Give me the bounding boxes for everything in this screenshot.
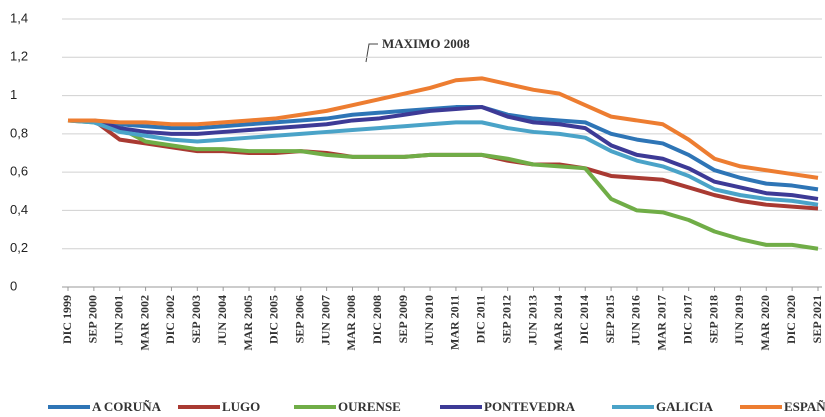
- y-tick-label: 0,6: [10, 164, 28, 179]
- series-line: [67, 118, 819, 207]
- x-tick-label: JUN 2004: [215, 295, 229, 345]
- series-line: [67, 118, 819, 251]
- x-tick-label: JUN 2001: [111, 295, 125, 345]
- x-tick-label: DIC 2017: [680, 295, 694, 344]
- x-tick-label: MAR 2005: [241, 295, 255, 351]
- x-tick-label: DIC 2011: [474, 295, 488, 343]
- annotation-bracket: [365, 43, 378, 63]
- x-tick-label: MAR 2020: [758, 295, 772, 351]
- legend-label: A CORUÑA: [92, 399, 162, 414]
- x-tick-label: JUN 2019: [732, 295, 746, 345]
- y-tick-label: 0: [10, 278, 17, 293]
- y-tick-label: 1: [10, 87, 17, 102]
- x-tick-label: SEP 2003: [189, 295, 203, 343]
- x-tick-label: SEP 2012: [499, 295, 513, 343]
- x-tick-label: DIC 2005: [267, 295, 281, 344]
- y-tick-label: 0,8: [10, 125, 28, 140]
- annotation: MAXIMO 2008: [382, 36, 470, 51]
- legend-label: OURENSE: [338, 399, 401, 414]
- x-tick-label: SEP 2006: [293, 295, 307, 343]
- x-tick-label: MAR 2011: [448, 295, 462, 350]
- legend-label: ESPAÑA: [784, 399, 825, 414]
- series-line: [68, 76, 819, 180]
- x-tick-label: MAR 2008: [344, 295, 358, 351]
- x-tick-label: DIC 2008: [370, 295, 384, 344]
- x-tick-label: MAR 2017: [655, 295, 669, 351]
- x-tick-label: SEP 2000: [86, 295, 100, 343]
- x-tick-label: JUN 2016: [629, 295, 643, 345]
- legend-label: GALICIA: [656, 399, 714, 414]
- x-tick-label: MAR 2002: [137, 295, 151, 351]
- x-tick-label: JUN 2007: [318, 295, 332, 345]
- legend-label: LUGO: [222, 399, 260, 414]
- y-tick-label: 0,2: [10, 240, 28, 255]
- x-tick-label: MAR 2014: [551, 295, 565, 351]
- x-tick-label: SEP 2009: [396, 295, 410, 343]
- x-tick-label: SEP 2018: [706, 295, 720, 343]
- x-tick-label: DIC 2020: [784, 295, 798, 344]
- y-tick-label: 1,2: [10, 49, 28, 64]
- x-tick-label: DIC 1999: [60, 295, 74, 344]
- x-tick-label: JUN 2013: [525, 295, 539, 345]
- y-tick-label: 0,4: [10, 202, 28, 217]
- x-tick-label: DIC 2002: [163, 295, 177, 344]
- series-line: [68, 105, 819, 201]
- y-tick-label: 1,4: [10, 10, 28, 25]
- x-tick-label: JUN 2010: [422, 295, 436, 345]
- legend-label: PONTEVEDRA: [484, 399, 576, 414]
- x-tick-label: SEP 2015: [603, 295, 617, 343]
- x-tick-label: SEP 2021: [810, 295, 824, 343]
- x-tick-label: DIC 2014: [577, 295, 591, 344]
